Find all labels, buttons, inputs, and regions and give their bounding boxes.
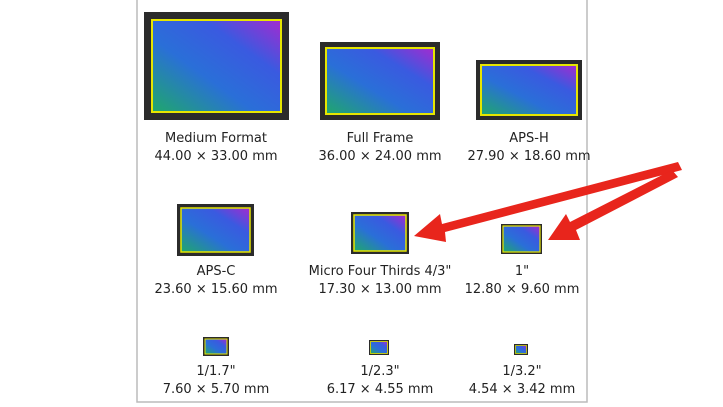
sensor-name: 1/1.7" [196,364,235,379]
sensor-name: 1" [515,264,529,279]
sensor [369,340,389,355]
sensor-size: 7.60 × 5.70 mm [163,382,270,397]
sensor [351,212,409,254]
sensor-size: 36.00 × 24.00 mm [318,149,441,164]
sensor-name: Micro Four Thirds 4/3" [309,264,452,279]
sensor [501,224,542,254]
sensor [144,12,289,120]
sensor-size: 44.00 × 33.00 mm [154,149,277,164]
arrow [548,170,678,240]
sensor-name: 1/3.2" [502,364,541,379]
sensor-name: APS-C [197,264,236,279]
sensor-size: 6.17 × 4.55 mm [327,382,434,397]
arrow [414,162,682,242]
sensor-name: Full Frame [347,131,414,146]
sensor [320,42,440,120]
sensor-name: 1/2.3" [360,364,399,379]
sensors [144,12,582,356]
sensor [203,337,229,356]
sensor-size: 17.30 × 13.00 mm [318,282,441,297]
sensor-size: 27.90 × 18.60 mm [467,149,590,164]
sensor [177,204,254,256]
arrows [414,162,682,242]
sensor-name: Medium Format [165,131,267,146]
sensor-size: 12.80 × 9.60 mm [465,282,580,297]
sensor-name: APS-H [509,131,548,146]
sensor-size: 4.54 × 3.42 mm [469,382,576,397]
sensor [514,344,528,355]
sensor [476,60,582,120]
labels: Medium Format 44.00 × 33.00 mm Full Fram… [154,131,590,397]
sensor-size: 23.60 × 15.60 mm [154,282,277,297]
